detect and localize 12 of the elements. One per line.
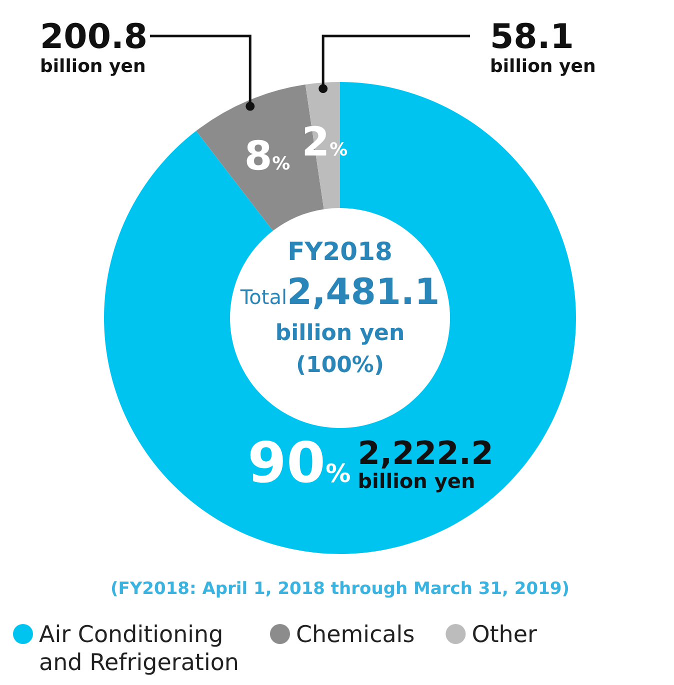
data-label: 2,222.2 billion yen [358,434,494,493]
text: 90% [248,430,351,496]
legend-label: Chemicals [296,622,415,648]
text: (FY2018: April 1, 2018 through March 31, 2019) [110,579,570,599]
legend-label: Other [472,622,538,648]
text: FY2018 [288,237,392,266]
donut-slice [104,82,576,554]
text: 8% [244,133,290,180]
data-label: 58.1 billion yen [490,17,596,77]
data-label: 200.8 billion yen [40,17,148,77]
legend-label: Air Conditioning and Refrigeration [39,622,239,676]
text: Total2,481.1 billion yen (100%) [239,272,440,378]
